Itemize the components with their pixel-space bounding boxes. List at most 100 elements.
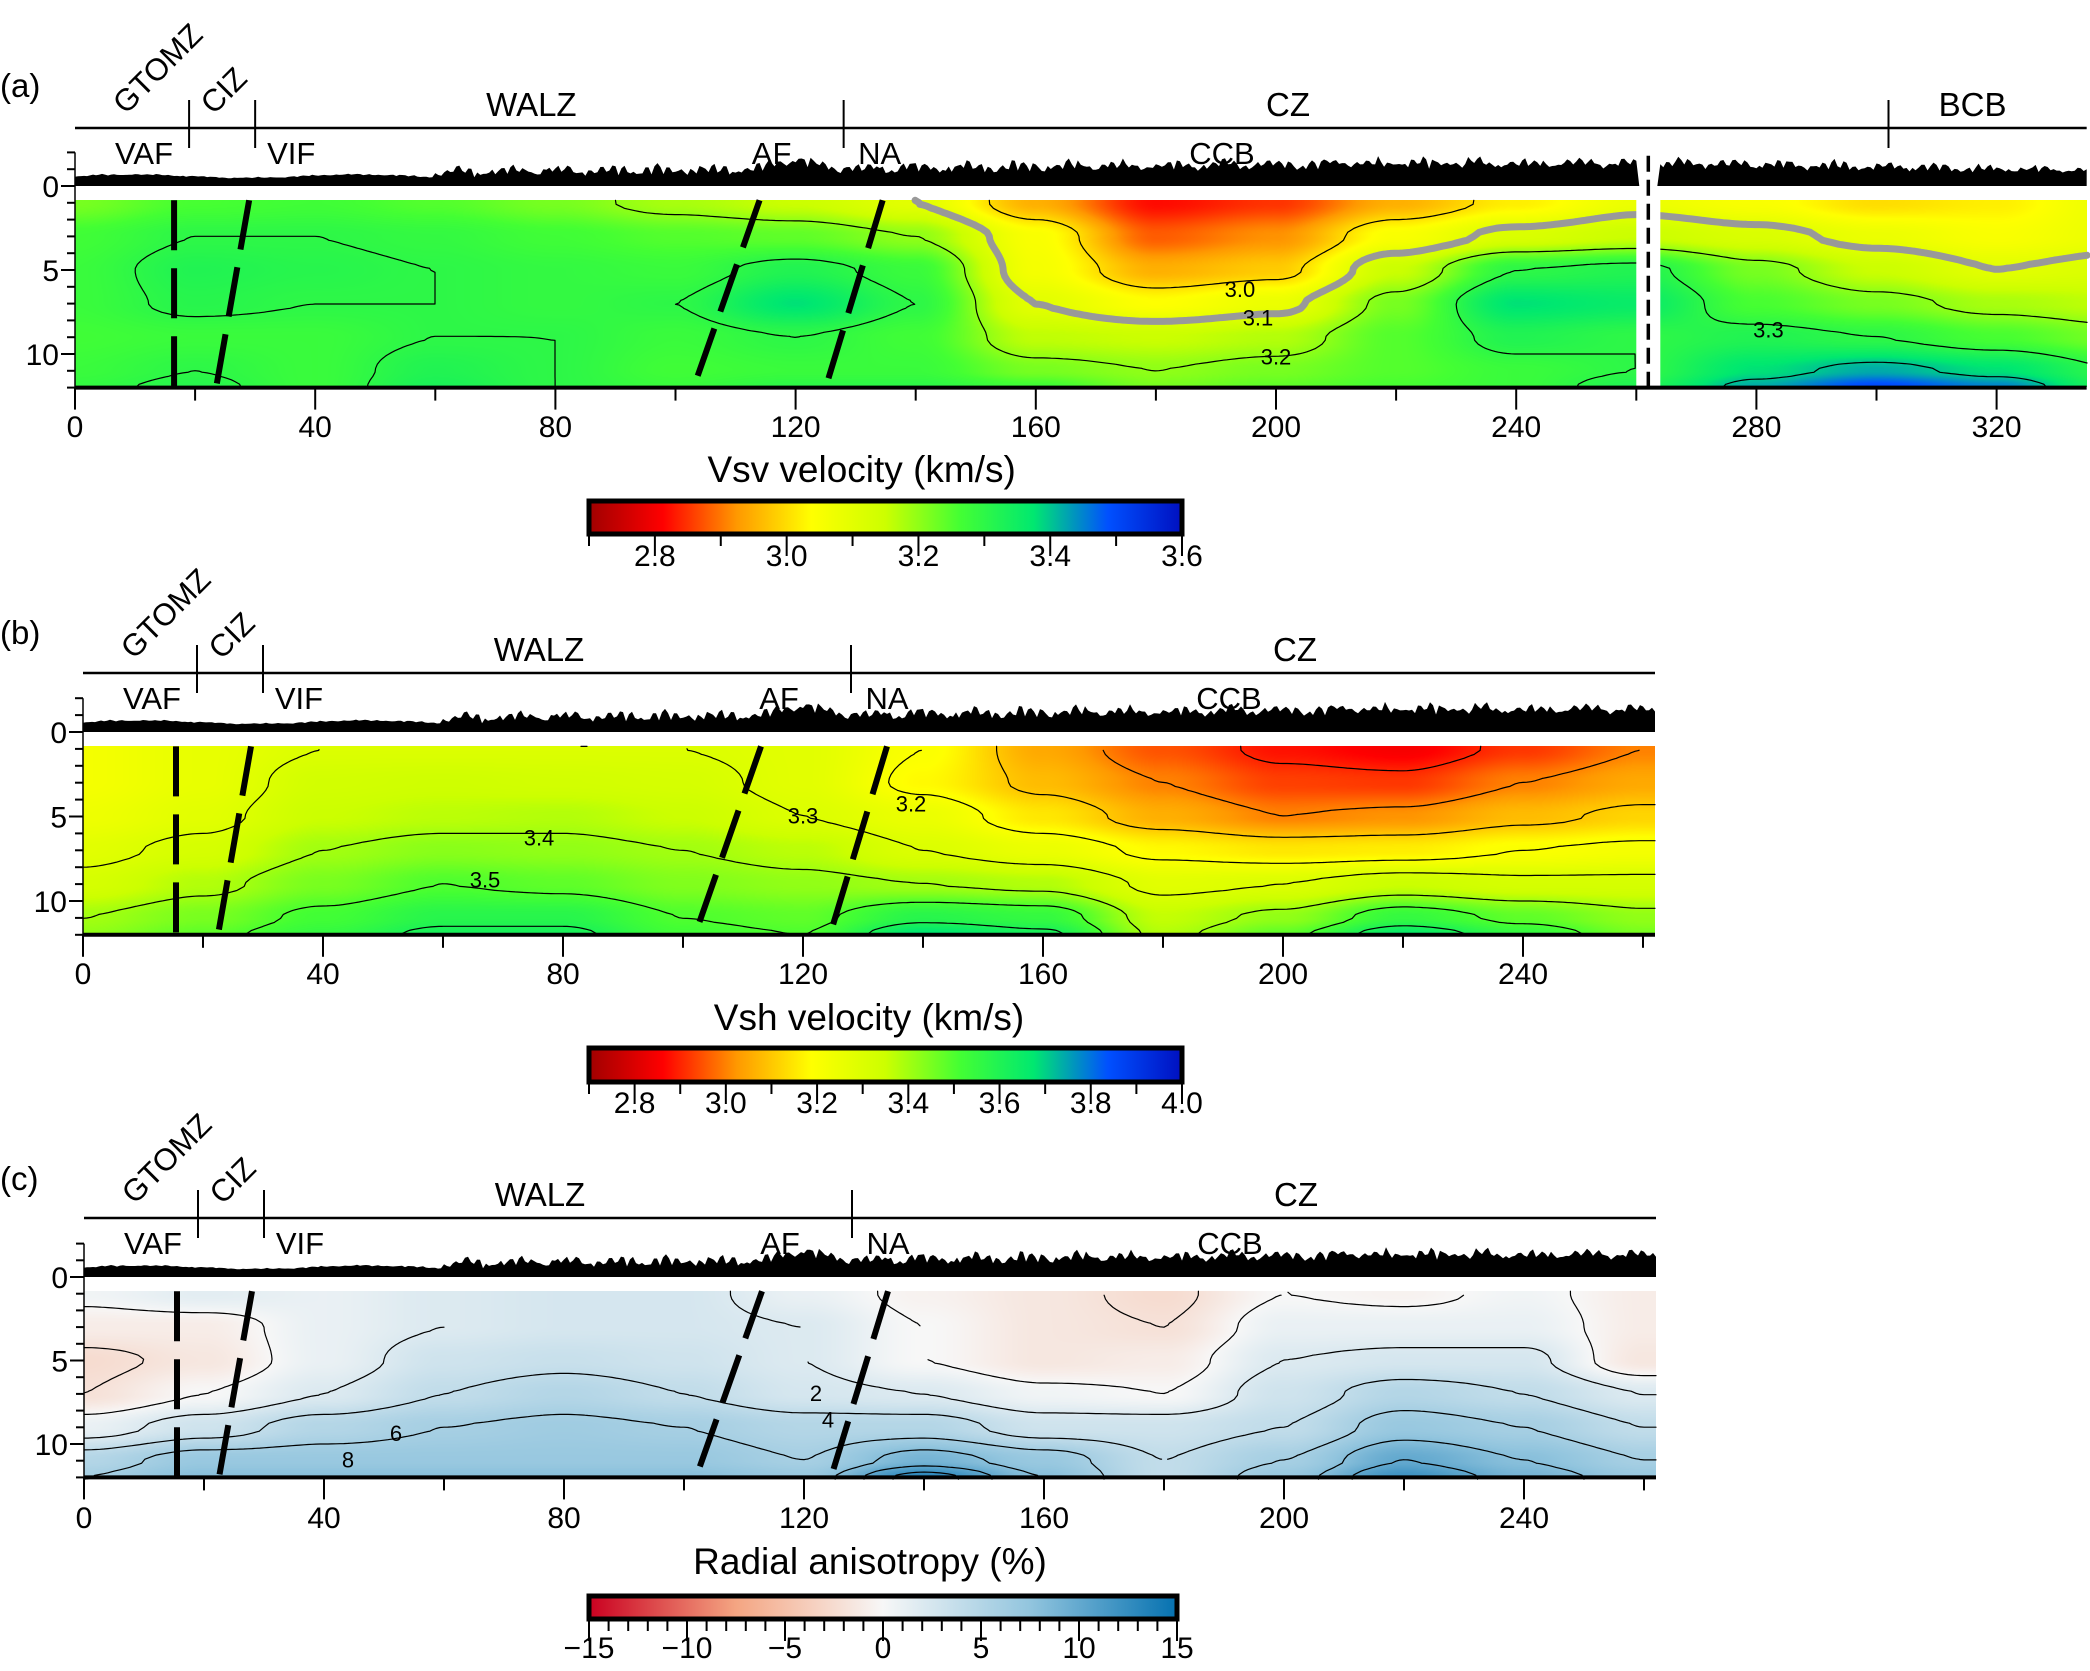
structure-label-af: AF — [752, 136, 792, 171]
y-tick-label: 10 — [34, 886, 67, 919]
contour-line-3.2 — [614, 199, 2088, 372]
colorbar-tick-label: 3.4 — [1029, 540, 1071, 573]
contour-label: 4 — [822, 1408, 834, 1433]
colorbar — [586, 1045, 1185, 1085]
colorbar-tick-label: 3.6 — [1161, 540, 1203, 573]
zone-label-gtomz: GTOMZ — [114, 562, 218, 666]
contour-line-3.4 — [82, 832, 1656, 935]
fault-trace-vif — [216, 1290, 255, 1478]
x-tick-label: 120 — [778, 958, 828, 991]
contour-line-3.3 — [82, 745, 1656, 896]
colorbar — [586, 498, 1185, 537]
structure-label-af: AF — [759, 681, 799, 716]
fault-trace-na — [828, 1290, 891, 1479]
contour-line-3.1 — [996, 745, 1656, 838]
colorbar-tick-label: 3.0 — [705, 1087, 747, 1120]
y-tick-label: 0 — [50, 717, 67, 750]
topography-profile — [83, 701, 1655, 732]
colorbar-title: Radial anisotropy (%) — [693, 1541, 1047, 1582]
colorbar-tick-label: 15 — [1160, 1632, 1193, 1665]
x-tick-label: 160 — [1018, 958, 1068, 991]
x-tick-label: 160 — [1019, 1502, 1069, 1535]
contour-line-0 — [83, 1290, 1657, 1415]
colorbar-tick-label: 3.8 — [1070, 1087, 1112, 1120]
panel-label: (b) — [0, 614, 40, 651]
x-tick-label: 240 — [1491, 411, 1541, 444]
y-tick-label: 0 — [51, 1262, 68, 1295]
colorbar-tick-label: −5 — [768, 1632, 802, 1665]
x-tick-label: 280 — [1731, 411, 1781, 444]
structure-label-vaf: VAF — [123, 681, 181, 716]
y-tick-label: 5 — [50, 802, 67, 835]
x-tick-label: 240 — [1498, 958, 1548, 991]
contour-label: 3.3 — [1753, 317, 1784, 342]
topography-profile — [84, 1247, 1656, 1277]
x-tick-label: 0 — [67, 411, 84, 444]
contour-line-10 — [863, 1459, 1479, 1480]
colorbar-tick-label: 3.2 — [898, 540, 940, 573]
structure-label-vif: VIF — [275, 681, 323, 716]
zone-label-gtomz: GTOMZ — [115, 1107, 219, 1211]
zone-label-walz: WALZ — [494, 631, 584, 668]
x-tick-label: 120 — [771, 411, 821, 444]
fault-trace-vif — [215, 745, 254, 936]
contour-label: 3.2 — [1261, 344, 1292, 369]
contour-line-3.1 — [911, 196, 2090, 325]
colorbar-title: Vsv velocity (km/s) — [707, 449, 1015, 490]
colorbar-tick-label: 0 — [875, 1632, 892, 1665]
zone-label-cz: CZ — [1273, 631, 1317, 668]
contour-line-8 — [834, 1439, 1585, 1480]
contour-label: 3.4 — [524, 825, 555, 850]
fault-trace-vif — [213, 199, 253, 389]
colorbar-tick-label: 3.6 — [979, 1087, 1021, 1120]
contour-line-3 — [988, 199, 1475, 289]
colorbar-title: Vsh velocity (km/s) — [714, 997, 1024, 1038]
fault-trace-na — [827, 745, 890, 936]
structure-label-na: NA — [865, 681, 908, 716]
topography-profile — [75, 156, 2087, 186]
heatmap-a — [75, 200, 2087, 388]
contour-line-3.4 — [1721, 361, 2048, 389]
contour-label: 8 — [342, 1448, 354, 1473]
y-tick-label: 10 — [35, 1429, 68, 1462]
heatmap-b — [83, 746, 1655, 935]
x-tick-label: 120 — [779, 1502, 829, 1535]
zone-label-cz: CZ — [1274, 1176, 1318, 1213]
x-tick-label: 160 — [1011, 411, 1061, 444]
colorbar-tick-label: 3.0 — [766, 540, 808, 573]
contour-label: 6 — [390, 1421, 402, 1446]
y-tick-label: 5 — [51, 1346, 68, 1379]
contour-label: 3.1 — [1243, 306, 1274, 331]
x-tick-label: 80 — [546, 958, 579, 991]
contour-line-3.2 — [888, 749, 1656, 864]
zone-label-ciz: CIZ — [203, 1151, 263, 1211]
contour-line-2.9 — [1240, 745, 1482, 772]
zone-label-walz: WALZ — [495, 1176, 585, 1213]
x-tick-label: 200 — [1258, 958, 1308, 991]
structure-label-af: AF — [760, 1226, 800, 1261]
colorbar-tick-label: 2.8 — [634, 540, 676, 573]
fault-trace-af — [692, 745, 764, 936]
structure-label-vif: VIF — [276, 1226, 324, 1261]
heatmap-c — [84, 1291, 1656, 1478]
contour-line-3 — [1102, 749, 1640, 817]
contour-label: 2 — [810, 1381, 822, 1406]
y-tick-label: 10 — [26, 339, 59, 372]
zone-label-ciz: CIZ — [194, 61, 254, 121]
contour-line-6 — [83, 1410, 1657, 1480]
contour-line-3.3 — [134, 235, 2088, 389]
structure-label-ccb: CCB — [1189, 136, 1254, 171]
colorbar-tick-label: −10 — [662, 1632, 713, 1665]
x-tick-label: 40 — [307, 1502, 340, 1535]
zone-label-cz: CZ — [1266, 86, 1310, 123]
contour-line--2 — [83, 1290, 1199, 1394]
contour-line-2 — [83, 1290, 1657, 1439]
zone-label-walz: WALZ — [486, 86, 576, 123]
zone-label-ciz: CIZ — [202, 606, 262, 666]
x-tick-label: 240 — [1499, 1502, 1549, 1535]
colorbar-tick-label: 2.8 — [614, 1087, 656, 1120]
structure-label-ccb: CCB — [1196, 681, 1261, 716]
colorbar-tick-label: 3.4 — [887, 1087, 929, 1120]
